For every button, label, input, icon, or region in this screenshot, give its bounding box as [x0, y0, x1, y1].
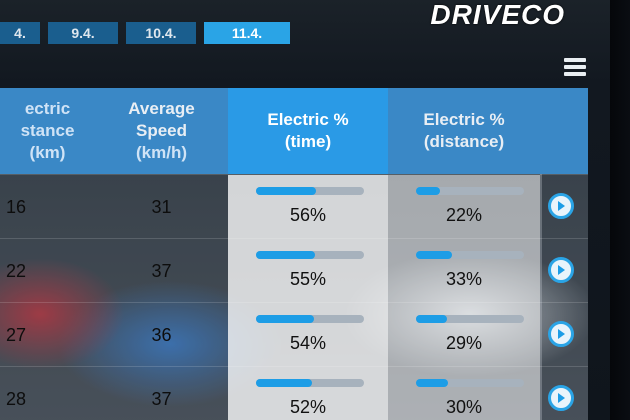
distance-percent: 22% [445, 205, 483, 225]
header-distp-line2: (distance) [423, 132, 505, 151]
play-button[interactable] [548, 193, 574, 219]
cell-speed: 31 [151, 196, 172, 217]
cell-electric-distance: 33% [388, 239, 540, 303]
date-tab[interactable]: 9.4. [48, 22, 118, 44]
header-distance: ectric stance (km) [0, 88, 95, 174]
driveco-logo: DRIVECO [430, 0, 565, 30]
column-divider [540, 174, 542, 420]
cell-speed: 37 [151, 388, 172, 409]
date-tab-active[interactable]: 11.4. [204, 22, 290, 44]
table-row: 22 37 55% 33% [0, 238, 588, 303]
play-button[interactable] [548, 257, 574, 283]
play-icon [558, 201, 565, 211]
time-progress-fill [256, 251, 316, 259]
hamburger-menu-icon[interactable] [564, 58, 586, 76]
distance-progress-track [416, 187, 524, 195]
screen: DRIVECO 4. 9.4. 10.4. 11.4. ectric stanc… [0, 0, 610, 420]
distance-progress-fill [416, 251, 452, 259]
time-progress-fill [256, 379, 313, 387]
header-speed-unit: (km/h) [136, 143, 187, 162]
distance-progress-track [416, 315, 524, 323]
header-distp-line1: Electric % [423, 110, 505, 129]
play-button[interactable] [548, 385, 574, 411]
table-row: 27 36 54% 29% [0, 302, 588, 367]
distance-progress-fill [416, 187, 440, 195]
distance-progress-track [416, 251, 524, 259]
time-progress-fill [256, 315, 315, 323]
time-percent: 56% [289, 205, 327, 225]
cell-electric-distance: 30% [388, 367, 540, 420]
distance-progress-fill [416, 315, 448, 323]
cell-electric-time: 52% [228, 367, 388, 420]
cell-distance: 28 [6, 388, 27, 409]
table-row: 16 31 56% 22% [0, 174, 588, 239]
time-percent: 52% [289, 397, 327, 417]
date-tab[interactable]: 10.4. [126, 22, 196, 44]
time-progress-track [256, 187, 364, 195]
table-header: ectric stance (km) Average Speed (km/h) … [0, 88, 588, 174]
header-time-line2: (time) [284, 132, 332, 151]
time-progress-track [256, 379, 364, 387]
cell-electric-time: 56% [228, 175, 388, 239]
cell-electric-time: 55% [228, 239, 388, 303]
header-distance-unit: (km) [29, 143, 66, 162]
stats-table: ectric stance (km) Average Speed (km/h) … [0, 88, 588, 420]
header-speed-line1: Average [128, 99, 195, 118]
time-progress-track [256, 315, 364, 323]
time-percent: 55% [289, 269, 327, 289]
header-distance-line1: ectric [24, 99, 71, 118]
play-icon [558, 393, 565, 403]
cell-electric-time: 54% [228, 303, 388, 367]
monitor-bezel [610, 0, 630, 420]
date-tab[interactable]: 4. [0, 22, 40, 44]
distance-progress-fill [416, 379, 449, 387]
cell-distance: 27 [6, 324, 27, 345]
header-distance-line2: stance [20, 121, 75, 140]
cell-electric-distance: 29% [388, 303, 540, 367]
cell-distance: 16 [6, 196, 27, 217]
header-electric-time[interactable]: Electric % (time) [228, 88, 388, 174]
date-tabs: 4. 9.4. 10.4. 11.4. [0, 22, 290, 44]
cell-speed: 36 [151, 324, 172, 345]
play-button[interactable] [548, 321, 574, 347]
header-speed-line2: Speed [135, 121, 188, 140]
table-row: 28 37 52% 30% [0, 366, 588, 420]
play-icon [558, 265, 565, 275]
distance-percent: 29% [445, 333, 483, 353]
play-icon [558, 329, 565, 339]
header-time-line1: Electric % [267, 110, 349, 129]
cell-speed: 37 [151, 260, 172, 281]
distance-percent: 33% [445, 269, 483, 289]
distance-progress-track [416, 379, 524, 387]
time-progress-track [256, 251, 364, 259]
time-percent: 54% [289, 333, 327, 353]
distance-percent: 30% [445, 397, 483, 417]
cell-electric-distance: 22% [388, 175, 540, 239]
cell-distance: 22 [6, 260, 27, 281]
time-progress-fill [256, 187, 317, 195]
header-electric-distance[interactable]: Electric % (distance) [388, 88, 540, 174]
header-speed: Average Speed (km/h) [95, 88, 228, 174]
